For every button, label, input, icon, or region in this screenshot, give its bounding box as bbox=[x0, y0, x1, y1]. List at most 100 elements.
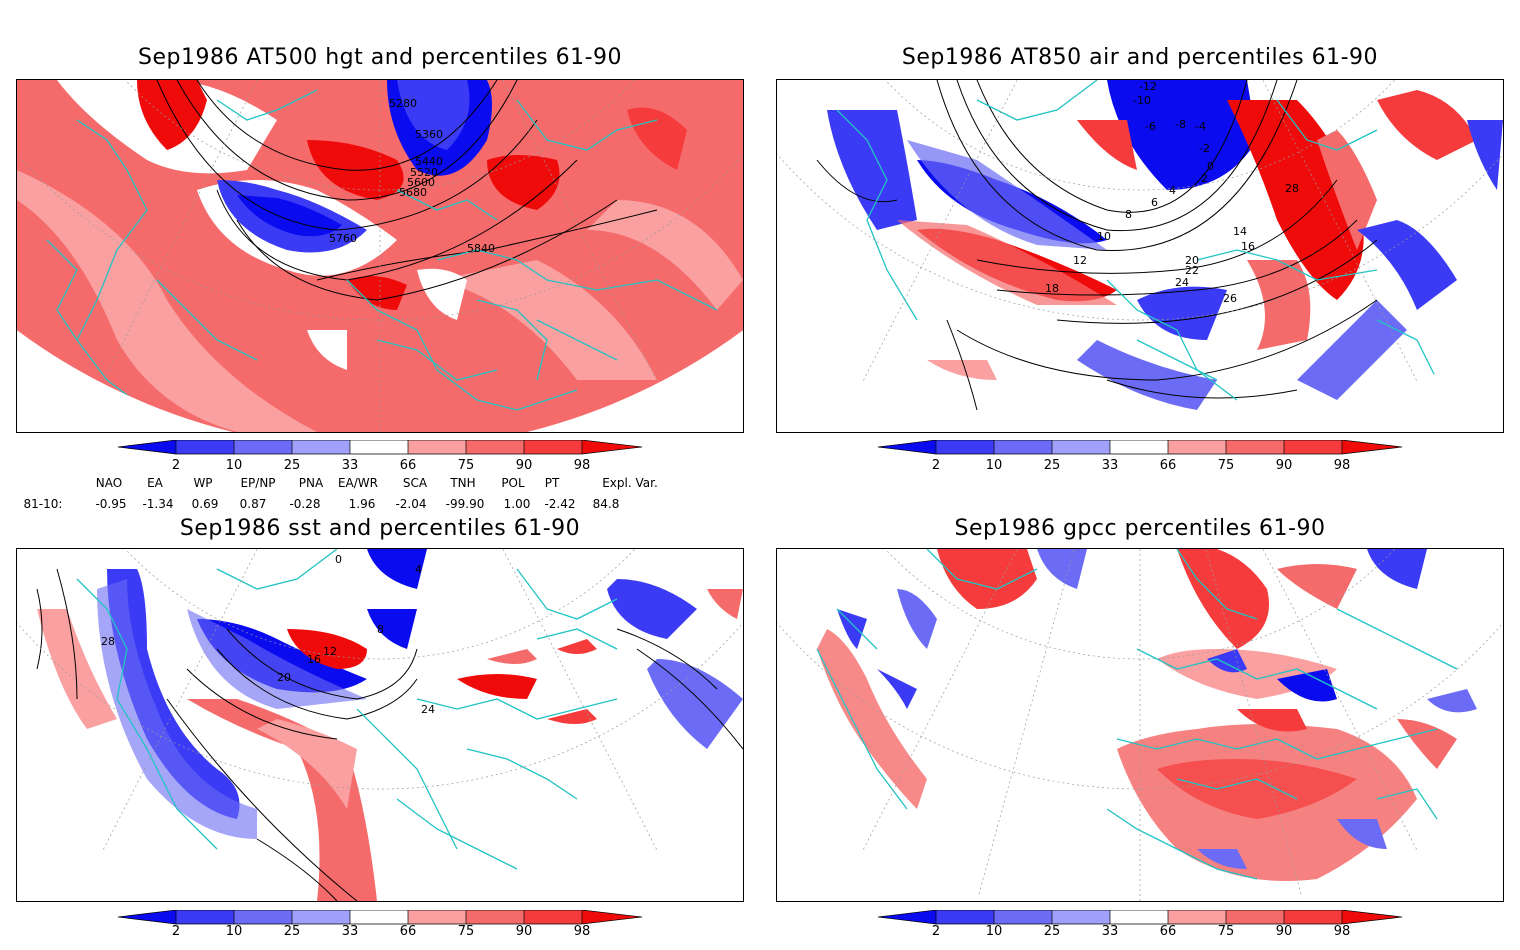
colorbar-label: 10 bbox=[225, 458, 243, 473]
contour-label: 6 bbox=[1151, 196, 1158, 209]
index-header: SCA bbox=[402, 476, 428, 490]
contour-label: 5440 bbox=[415, 155, 443, 168]
contour-label: 4 bbox=[1169, 184, 1176, 197]
colorbar-label: 66 bbox=[399, 458, 417, 473]
contour-label: 5280 bbox=[389, 97, 417, 110]
colorbar-label: 66 bbox=[399, 924, 417, 939]
contour-label: 14 bbox=[1233, 225, 1247, 238]
index-row-label: 81-10: bbox=[23, 497, 63, 511]
map-sst-canvas: 0 4 8 12 16 20 24 28 bbox=[17, 549, 743, 901]
indices-header-row: NAO EA WP EP/NP PNA EA/WR SCA TNH POL PT… bbox=[0, 476, 760, 492]
contour-label: 20 bbox=[1185, 254, 1199, 267]
contour-label: 5680 bbox=[399, 186, 427, 199]
colorbar-label: 66 bbox=[1159, 458, 1177, 473]
contour-label: 24 bbox=[1175, 276, 1189, 289]
index-value: 0.87 bbox=[239, 497, 267, 511]
colorbar-label: 33 bbox=[1101, 458, 1119, 473]
contour-label: 8 bbox=[1125, 208, 1132, 221]
contour-label: -10 bbox=[1133, 94, 1151, 107]
contour-label: 5760 bbox=[329, 232, 357, 245]
colorbar-label: 98 bbox=[1333, 924, 1351, 939]
colorbar-svg bbox=[877, 909, 1403, 925]
contour-label: 5840 bbox=[467, 242, 495, 255]
index-value: -0.28 bbox=[289, 497, 321, 511]
colorbar-label: 75 bbox=[1217, 458, 1235, 473]
contour-label: 5600 bbox=[407, 176, 435, 189]
colorbar-label: 2 bbox=[171, 458, 181, 473]
index-header: EA bbox=[147, 476, 163, 490]
index-header: Expl. Var. bbox=[602, 476, 658, 490]
index-header: PNA bbox=[298, 476, 324, 490]
colorbar-label: 90 bbox=[515, 458, 533, 473]
colorbar-svg bbox=[117, 909, 643, 925]
panel-title-sst: Sep1986 sst and percentiles 61-90 bbox=[179, 516, 581, 541]
contour-label: 2 bbox=[1201, 172, 1208, 185]
index-header: WP bbox=[193, 476, 213, 490]
contour-label: -6 bbox=[1145, 120, 1156, 133]
map-gpcc bbox=[776, 548, 1504, 902]
index-value: 84.8 bbox=[592, 497, 620, 511]
index-header: TNH bbox=[450, 476, 476, 490]
colorbar-label: 25 bbox=[1043, 458, 1061, 473]
contour-label: 8 bbox=[377, 623, 384, 636]
contour-label: -4 bbox=[1195, 120, 1206, 133]
contour-label: 4 bbox=[415, 563, 422, 576]
contour-label: -2 bbox=[1199, 142, 1210, 155]
colorbar-label: 2 bbox=[931, 458, 941, 473]
colorbar-label: 90 bbox=[1275, 458, 1293, 473]
contour-label: 12 bbox=[323, 645, 337, 658]
map-t850-canvas: -12 -10 -8 -6 -4 -2 0 2 4 6 8 10 12 14 1… bbox=[777, 80, 1503, 432]
colorbar-label: 2 bbox=[171, 924, 181, 939]
index-value: -2.42 bbox=[544, 497, 576, 511]
map-z500: 5280 5360 5440 5520 5600 5680 5760 5840 bbox=[16, 79, 744, 433]
colorbar-label: 10 bbox=[225, 924, 243, 939]
index-header: EA/WR bbox=[337, 476, 379, 490]
colorbar-label: 98 bbox=[573, 924, 591, 939]
contour-label: 10 bbox=[1097, 230, 1111, 243]
colorbar-label: 98 bbox=[1333, 458, 1351, 473]
index-value: 1.00 bbox=[503, 497, 531, 511]
index-value: -99.90 bbox=[445, 497, 485, 511]
colorbar-label: 33 bbox=[341, 924, 359, 939]
contour-label: 28 bbox=[101, 635, 115, 648]
colorbar-svg bbox=[877, 439, 1403, 455]
colorbar-label: 75 bbox=[457, 924, 475, 939]
index-header: PT bbox=[544, 476, 560, 490]
contour-label: 28 bbox=[1285, 182, 1299, 195]
colorbar-label: 90 bbox=[515, 924, 533, 939]
index-value: -2.04 bbox=[395, 497, 427, 511]
panel-title-z500: Sep1986 AT500 hgt and percentiles 61-90 bbox=[137, 45, 623, 70]
colorbar-label: 66 bbox=[1159, 924, 1177, 939]
colorbar-label: 33 bbox=[341, 458, 359, 473]
contour-label: 24 bbox=[421, 703, 435, 716]
colorbar-z500: 2 10 25 33 66 75 90 98 bbox=[116, 439, 646, 480]
map-sst: 0 4 8 12 16 20 24 28 bbox=[16, 548, 744, 902]
index-value: 0.69 bbox=[191, 497, 219, 511]
colorbar-label: 10 bbox=[985, 924, 1003, 939]
index-value: -1.34 bbox=[142, 497, 174, 511]
colorbar-label: 90 bbox=[1275, 924, 1293, 939]
contour-label: -8 bbox=[1175, 118, 1186, 131]
contour-label: 0 bbox=[1207, 160, 1214, 173]
contour-label: 0 bbox=[335, 553, 342, 566]
colorbar-gpcc: 2 10 25 33 66 75 90 98 bbox=[876, 909, 1406, 950]
contour-label: 12 bbox=[1073, 254, 1087, 267]
contour-label: 20 bbox=[277, 671, 291, 684]
index-header: EP/NP bbox=[240, 476, 276, 490]
index-value: 1.96 bbox=[348, 497, 376, 511]
colorbar-label: 25 bbox=[283, 924, 301, 939]
colorbar-label: 2 bbox=[931, 924, 941, 939]
colorbar-label: 25 bbox=[283, 458, 301, 473]
colorbar-label: 25 bbox=[1043, 924, 1061, 939]
index-header: POL bbox=[501, 476, 525, 490]
colorbar-label: 33 bbox=[1101, 924, 1119, 939]
panel-title-gpcc: Sep1986 gpcc percentiles 61-90 bbox=[954, 516, 1326, 541]
index-value: -0.95 bbox=[95, 497, 127, 511]
colorbar-label: 98 bbox=[573, 458, 591, 473]
contour-label: 22 bbox=[1185, 264, 1199, 277]
colorbar-label: 75 bbox=[457, 458, 475, 473]
colorbar-t850: 2 10 25 33 66 75 90 98 bbox=[876, 439, 1406, 480]
contour-label: 16 bbox=[1241, 240, 1255, 253]
map-t850: -12 -10 -8 -6 -4 -2 0 2 4 6 8 10 12 14 1… bbox=[776, 79, 1504, 433]
colorbar-label: 10 bbox=[985, 458, 1003, 473]
